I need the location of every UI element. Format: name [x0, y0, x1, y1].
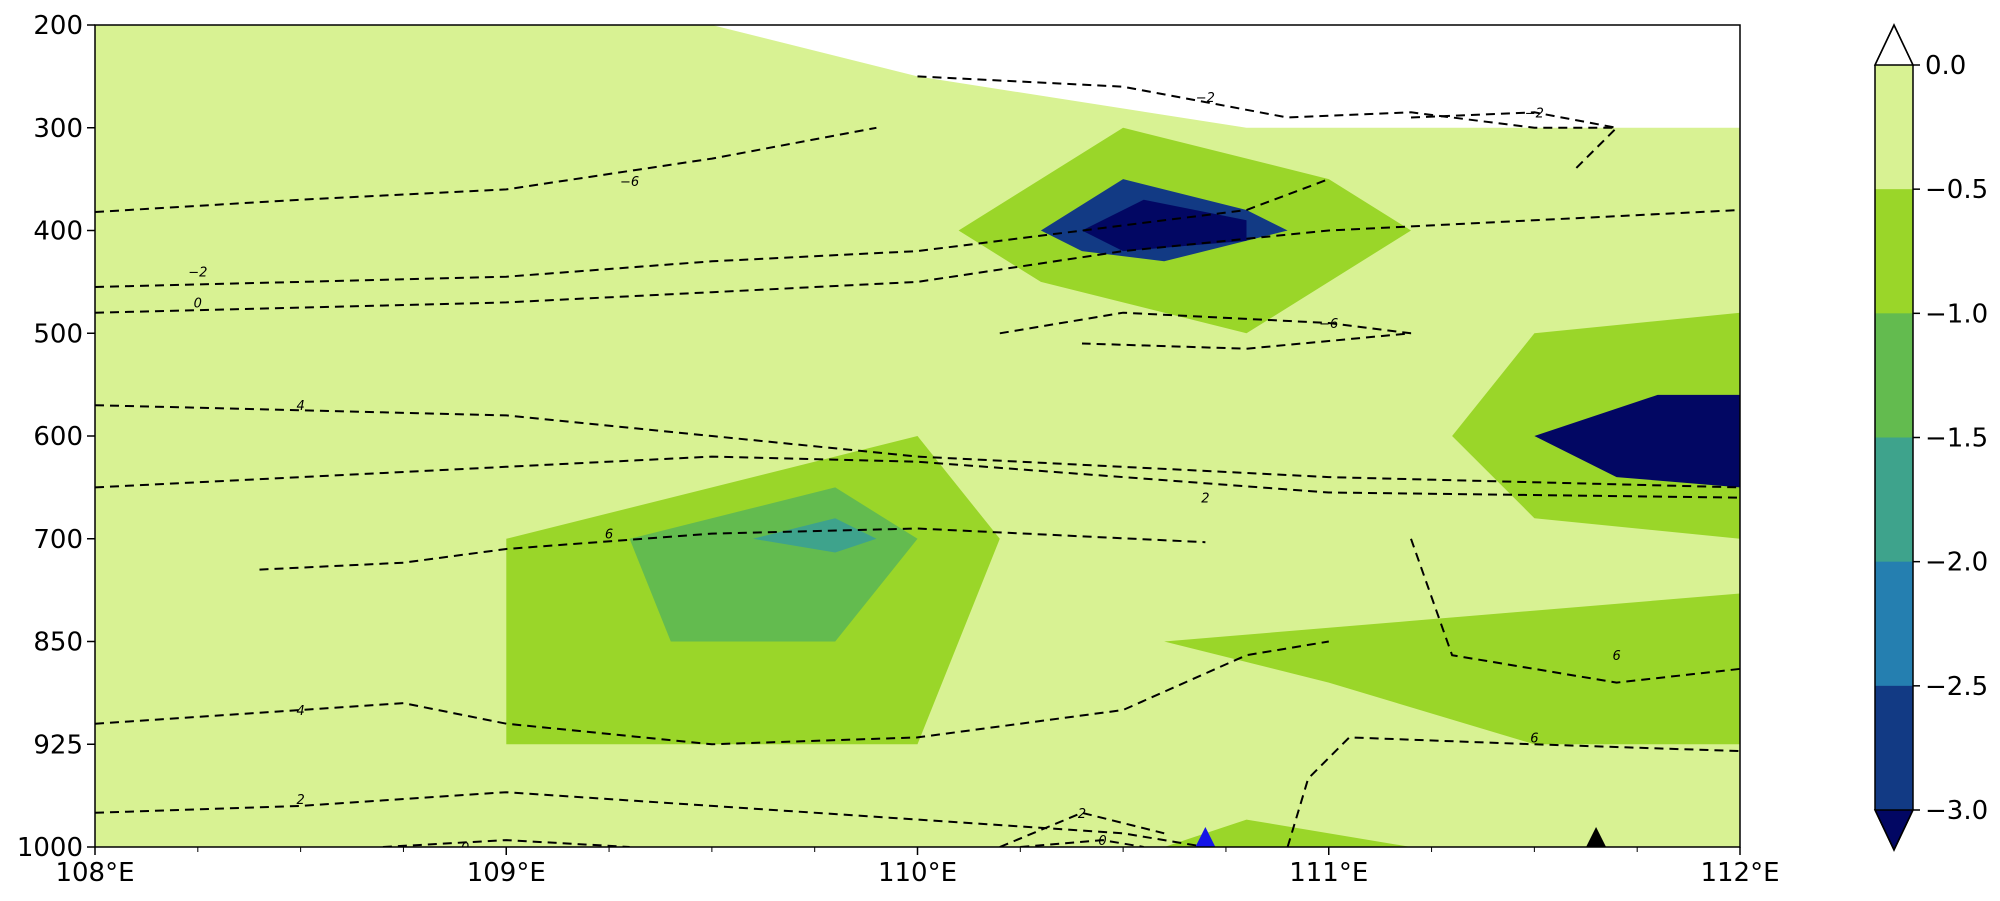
- contour-line-7: [917, 75, 1617, 129]
- contour-line-4: [259, 527, 1206, 571]
- contour-label-3: 4: [296, 399, 304, 414]
- contour-line-15: [1410, 538, 1740, 684]
- colorbar-tick-label-3: −1.5: [1925, 424, 1988, 454]
- colorbar-tick-label-6: −3.0: [1925, 796, 1988, 826]
- colorbar-segment-3: [1875, 437, 1913, 563]
- y-tick-label-6: 850: [33, 628, 83, 658]
- x-tick-label-2: 110°E: [878, 858, 957, 888]
- contour-line-3: [95, 404, 1740, 489]
- x-tick-label-3: 111°E: [1289, 858, 1368, 888]
- contour-label-4: 6: [605, 528, 613, 543]
- colorbar-segment-5: [1875, 685, 1913, 811]
- colorbar-tick-label-2: −1.0: [1925, 299, 1988, 329]
- colorbar-tick-label-1: −0.5: [1925, 175, 1988, 205]
- contour-label-1: −2: [188, 266, 207, 281]
- y-tick-label-4: 600: [33, 422, 83, 452]
- marker-layer: [1195, 827, 1607, 847]
- filled-region-3: [753, 518, 877, 553]
- contour-line-14: [1286, 736, 1740, 847]
- contour-label-13: 0: [1098, 834, 1106, 849]
- y-tick-label-5: 700: [33, 525, 83, 555]
- x-tick-label-1: 109°E: [467, 858, 546, 888]
- contour-label-10: 2: [296, 793, 304, 808]
- triangle-marker-1: [1586, 827, 1607, 847]
- contour-label-8: −2: [1525, 106, 1544, 121]
- contour-label-7: −2: [1196, 91, 1215, 106]
- contour-line-1: [95, 178, 1330, 288]
- y-tick-label-0: 200: [33, 11, 83, 41]
- filled-contour-layer: [95, 25, 1740, 847]
- contour-line-10: [95, 791, 1206, 847]
- y-tick-label-7: 925: [33, 730, 83, 760]
- contour-label-15: 6: [1612, 649, 1620, 664]
- contour-label-9: 4: [296, 704, 304, 719]
- contour-line-11: [382, 839, 630, 847]
- colorbar-extend-bottom: [1873, 809, 1915, 852]
- x-tick-label-4: 112°E: [1700, 858, 1779, 888]
- colorbar-tick-label-4: −2.0: [1925, 548, 1988, 578]
- y-tick-label-2: 400: [33, 217, 83, 247]
- colorbar-tick-label-0: 0.0: [1925, 51, 1966, 81]
- colorbar-tick-label-5: −2.5: [1925, 672, 1988, 702]
- y-tick-label-3: 500: [33, 319, 83, 349]
- axes-layer: 108°E 109°E 110°E 111°E 112°E200300400500600…: [17, 11, 1780, 888]
- contour-line-9: [95, 640, 1329, 746]
- colorbar: 0.0 −0.5 −1.0 −1.5 −2.0 −2.5 −3.0: [1873, 23, 1988, 852]
- triangle-marker-0: [1195, 827, 1216, 847]
- colorbar-extend-top: [1873, 23, 1915, 66]
- contour-label-5: 2: [1201, 492, 1209, 507]
- contour-label-14: 6: [1530, 731, 1538, 746]
- contour-label-0: −6: [620, 175, 639, 190]
- contour-label-2: 0: [194, 296, 202, 311]
- filled-region-10: [1164, 819, 1411, 847]
- y-tick-label-8: 1000: [17, 833, 83, 863]
- colorbar-segment-1: [1875, 189, 1913, 314]
- x-tick-label-0: 108°E: [55, 858, 134, 888]
- contour-line-0: [95, 126, 877, 213]
- colorbar-segment-2: [1875, 313, 1913, 439]
- contour-label-6: −6: [1319, 317, 1338, 332]
- contour-line-8: [1410, 111, 1619, 170]
- filled-region-6: [1082, 199, 1247, 252]
- contour-line-6: [999, 311, 1412, 350]
- filled-region-9: [1164, 593, 1740, 745]
- colorbar-segment-0: [1875, 65, 1913, 190]
- contour-label-11: 0: [461, 841, 469, 856]
- colorbar-segment-4: [1875, 561, 1913, 687]
- contour-line-2: [95, 209, 1740, 314]
- filled-region-8: [1534, 394, 1740, 488]
- contour-line-13: [1020, 839, 1144, 847]
- contour-line-5: [95, 455, 1740, 499]
- y-tick-label-1: 300: [33, 114, 83, 144]
- contour-label-12: 2: [1078, 807, 1086, 822]
